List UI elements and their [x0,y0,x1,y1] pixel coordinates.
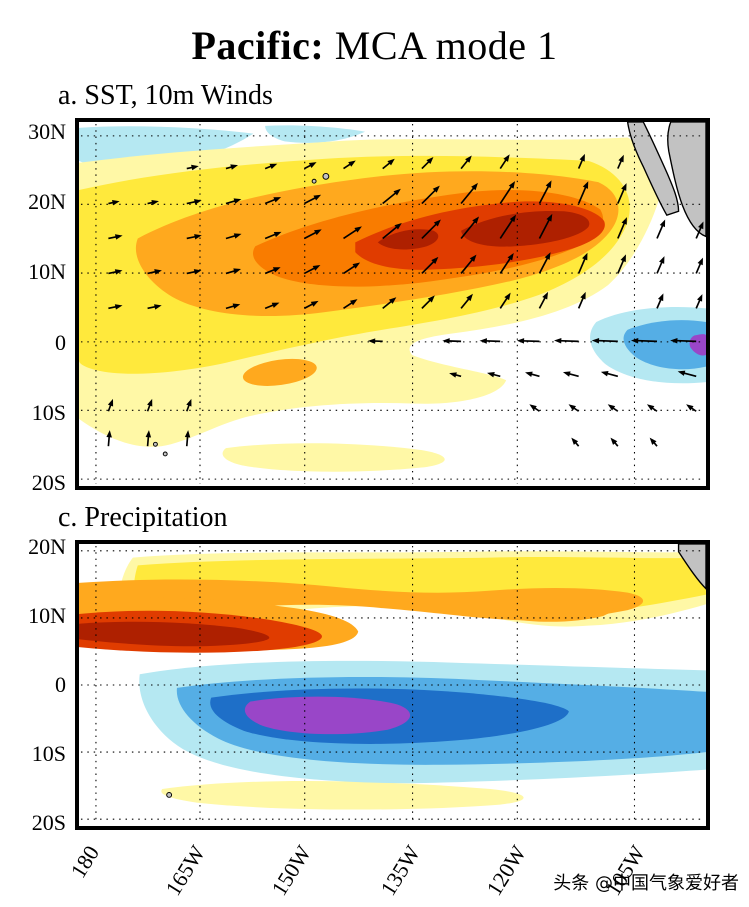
island-southwest-3 [166,791,173,798]
y-tick-label-a-10N: 10N [28,259,66,285]
island-hawaii-2 [311,178,317,184]
y-tick-label-a-20N: 20N [28,189,66,215]
y-tick-label-c-20N: 20N [28,533,66,559]
graticule-panel-c [80,545,705,825]
y-tick-label-c-10N: 10N [28,602,66,628]
warm-contour-1-south [222,443,445,472]
land-mexico [667,122,706,238]
y-tick-label-a-20S: 20S [31,469,66,495]
warm-core-east [461,210,590,247]
figure-title-bold: Pacific: [191,23,325,68]
island-southwest-2 [162,451,168,457]
wet-tongue-core [79,621,270,647]
cool-contour-2 [623,320,706,370]
land-central-america [677,544,706,590]
y-tick-label-a-30N: 30N [28,119,66,145]
x-tick-label-165W: 165W [159,841,210,900]
x-tick-label-180: 180 [65,841,105,883]
y-tick-label-c-0: 0 [55,672,66,697]
wet-contour-1-south [161,781,524,810]
figure-title-rest: MCA mode 1 [324,23,558,68]
panel-a-label: a. SST, 10m Winds [58,80,273,111]
dry-core [244,696,411,735]
x-tick-label-135W: 135W [375,841,425,900]
panel-a-map [79,122,706,485]
figure-title: Pacific: MCA mode 1 [0,22,749,69]
land-baja-california [626,122,680,217]
warm-core-west [377,229,439,250]
wind-vector-layer [106,153,704,447]
wet-bump-east [486,588,615,622]
y-tick-label-a-10S: 10S [31,399,66,425]
panel-a-plot [75,118,710,490]
panel-c-plot [75,540,710,830]
cool-strip-north [265,125,366,143]
y-tick-label-c-20S: 20S [31,810,66,836]
panel-c-map [79,544,706,825]
cool-core [689,334,706,356]
y-tick-label-a-0: 0 [55,329,66,355]
island-southwest-1 [152,441,158,447]
y-tick-label-c-10S: 10S [31,741,66,767]
panel-c-label: c. Precipitation [58,502,228,533]
warm-blob-south [242,358,317,386]
x-tick-label-150W: 150W [265,841,316,900]
x-tick-label-120W: 120W [481,841,531,900]
island-hawaii [322,172,330,180]
watermark: 头条 @中国气象爱好者 [553,873,739,894]
